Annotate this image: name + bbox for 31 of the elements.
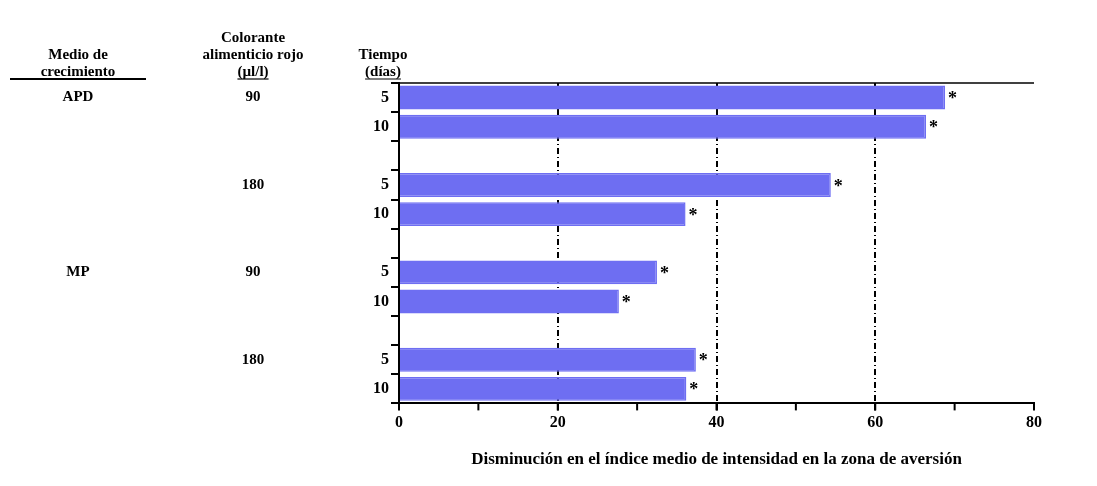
text: 90 [245, 263, 261, 280]
x-tick-label: 60 [867, 413, 884, 431]
data-label: * [929, 117, 939, 138]
text: Medio de crecimiento [40, 46, 116, 79]
y-tick-label: 5 [381, 175, 389, 193]
data-label: * [948, 88, 958, 109]
y-tick-label: 10 [373, 378, 389, 396]
x-tick-label: 40 [708, 413, 725, 431]
x-tick-label: 80 [1026, 413, 1042, 431]
data-label: * [698, 350, 708, 371]
y-tick-label: 10 [373, 291, 389, 309]
x-axis-title: Disminución en el índice medio de intensidad en la zona de aversión [471, 449, 963, 469]
data-label: * [689, 379, 699, 400]
text: 90 [245, 88, 261, 105]
text: Colorante alimenticio rojo (µl/l) [202, 29, 304, 80]
data-label: * [833, 175, 843, 196]
text: MP [66, 263, 90, 280]
text: 180 [241, 175, 265, 192]
text: 180 [241, 350, 265, 367]
y-tick-label: 10 [373, 204, 389, 222]
x-tick-label: 20 [549, 413, 566, 431]
y-tick-label: 5 [381, 349, 389, 367]
y-tick-label: 10 [373, 116, 389, 134]
x-tick-label: 0 [395, 413, 403, 431]
y-tick-label: 5 [381, 87, 389, 105]
data-label: * [688, 204, 698, 225]
text: APD [62, 88, 94, 105]
data-label: * [621, 292, 631, 313]
data-label: * [659, 262, 669, 283]
y-axis-title: Tiempo (días) [358, 46, 408, 80]
y-tick-label: 5 [381, 262, 389, 280]
